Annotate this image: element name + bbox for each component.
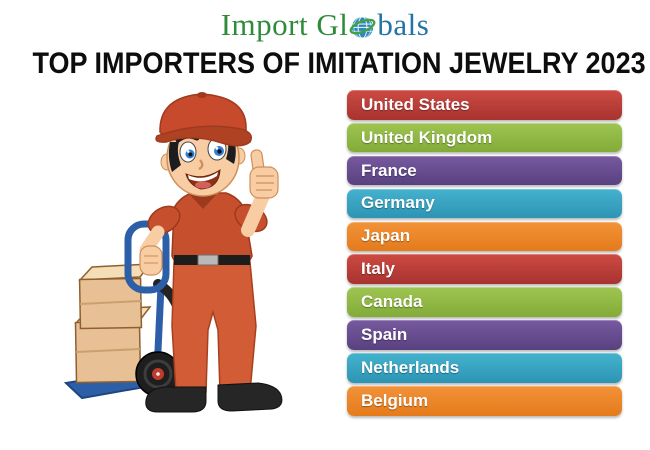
page-title: TOP IMPORTERS OF IMITATION JEWELRY 2023 — [32, 47, 646, 80]
bar-italy: Italy — [347, 254, 622, 284]
eyes — [179, 137, 227, 163]
thumbs-up-arm — [241, 149, 279, 237]
pants — [171, 261, 257, 393]
bar-netherlands: Netherlands — [347, 353, 622, 383]
head — [155, 92, 253, 197]
bar-canada: Canada — [347, 287, 622, 317]
brand-logo: Import Gl bals — [0, 5, 650, 45]
bar-belgium: Belgium — [347, 386, 622, 416]
delivery-man-illustration — [63, 92, 283, 413]
bar-spain: Spain — [347, 320, 622, 350]
shirt — [171, 192, 253, 265]
cardboard-boxes — [74, 263, 152, 384]
delivery-man — [139, 92, 283, 413]
belt-buckle — [197, 254, 219, 266]
logo-text-prefix: Import Gl — [220, 7, 349, 42]
bar-germany: Germany — [347, 188, 622, 219]
mouth — [185, 169, 221, 190]
bar-united-kingdom: United Kingdom — [347, 122, 622, 153]
country-bar-list: United States United Kingdom France Germ… — [347, 90, 622, 416]
cap-button — [197, 92, 207, 98]
logo-text-suffix: bals — [377, 7, 430, 42]
bar-france: France — [347, 155, 622, 186]
bar-japan: Japan — [347, 221, 622, 252]
hair-left — [168, 142, 181, 172]
nose — [198, 159, 204, 171]
globe-icon — [349, 15, 376, 39]
right-shoe — [217, 382, 283, 412]
cap — [155, 92, 253, 147]
bar-united-states: United States — [347, 90, 622, 120]
resting-arm — [139, 225, 165, 276]
left-shoe — [145, 386, 207, 413]
